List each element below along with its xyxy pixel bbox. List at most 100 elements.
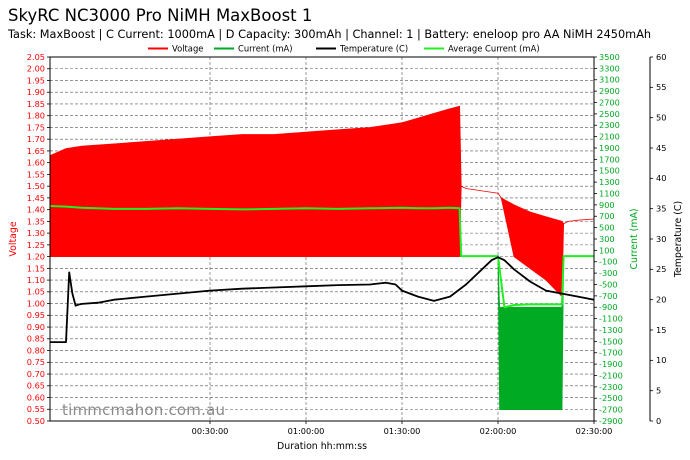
- x-tick-label: 01:30:00: [384, 426, 421, 436]
- current-tick-label: -300: [599, 268, 618, 278]
- current-tick-label: 1900: [599, 143, 620, 153]
- chart-title: SkyRC NC3000 Pro NiMH MaxBoost 1: [8, 6, 313, 25]
- voltage-tick-label: 1.20: [27, 252, 45, 262]
- voltage-tick-label: 1.15: [27, 263, 45, 273]
- voltage-tick-label: 1.85: [27, 99, 45, 109]
- voltage-tick-label: 1.40: [27, 205, 45, 215]
- legend-label-voltage: Voltage: [172, 44, 203, 54]
- current-tick-label: 2500: [599, 109, 620, 119]
- voltage-tick-label: 0.85: [27, 334, 45, 344]
- current-tick-label: 2100: [599, 132, 620, 142]
- temperature-tick-label: 0: [656, 416, 661, 426]
- voltage-tick-label: 0.80: [27, 345, 45, 355]
- temperature-tick-label: 55: [656, 82, 666, 92]
- voltage-tick-label: 1.25: [27, 240, 45, 250]
- temperature-tick-label: 35: [656, 204, 666, 214]
- voltage-tick-label: 0.60: [27, 392, 45, 402]
- voltage-tick-label: 1.10: [27, 275, 45, 285]
- voltage-tick-label: 1.65: [27, 146, 45, 156]
- voltage-tick-label: 1.05: [27, 287, 45, 297]
- voltage-tick-label: 1.35: [27, 216, 45, 226]
- current-tick-label: -1700: [599, 348, 623, 358]
- current-tick-label: 1700: [599, 154, 620, 164]
- current-tick-label: 3100: [599, 75, 620, 85]
- series-areas: [49, 105, 595, 410]
- voltage-tick-label: 0.55: [27, 404, 45, 414]
- current-tick-label: -1900: [599, 359, 623, 369]
- chart-subtitle: Task: MaxBoost | C Current: 1000mA | D C…: [8, 28, 652, 41]
- voltage-tick-label: 0.75: [27, 357, 45, 367]
- current-tick-label: -2700: [599, 405, 623, 415]
- voltage-tick-label: 0.50: [27, 416, 45, 426]
- voltage-tick-label: 1.70: [27, 134, 45, 144]
- voltage-tick-label: 0.95: [27, 310, 45, 320]
- voltage-tick-label: 1.60: [27, 158, 45, 168]
- temperature-tick-label: 40: [656, 173, 666, 183]
- legend-label-temperature-c: Temperature (C): [339, 44, 408, 54]
- voltage-tick-label: 0.65: [27, 381, 45, 391]
- current-tick-label: 900: [599, 200, 615, 210]
- current-tick-label: 2700: [599, 97, 620, 107]
- current-tick-label: 700: [599, 211, 615, 221]
- series-area-voltage: [49, 105, 595, 298]
- current-tick-label: 1100: [599, 188, 620, 198]
- current-tick-label: -500: [599, 279, 618, 289]
- current-tick-label: 3500: [599, 52, 620, 62]
- series-line-temperature-c: [50, 256, 595, 344]
- current-tick-label: -1300: [599, 325, 623, 335]
- current-tick-label: 2900: [599, 86, 620, 96]
- voltage-tick-label: 1.95: [27, 75, 45, 85]
- axis-ticks: 0.50 0.55 0.600.65 0.70 0.75 0.800.85 0.90 0.95…: [27, 52, 667, 436]
- x-tick-label: 02:00:00: [480, 426, 517, 436]
- legend-label-current-ma: Current (mA): [238, 44, 293, 54]
- current-axis-label: Current (mA): [629, 208, 640, 269]
- current-tick-label: 1500: [599, 166, 620, 176]
- voltage-tick-label: 2.05: [27, 52, 45, 62]
- current-tick-label: 100: [599, 245, 615, 255]
- legend-label-average-current-ma: Average Current (mA): [448, 44, 540, 54]
- temperature-tick-label: 50: [656, 113, 666, 123]
- watermark: timmcmahon.com.au: [62, 401, 226, 419]
- voltage-tick-label: 1.30: [27, 228, 45, 238]
- x-tick-label: 00:30:00: [192, 426, 229, 436]
- voltage-tick-label: 0.90: [27, 322, 45, 332]
- x-axis-label: Duration hh:mm:ss: [277, 441, 367, 452]
- temperature-tick-label: 45: [656, 143, 666, 153]
- temperature-tick-label: 10: [656, 355, 666, 365]
- current-tick-label: -700: [599, 291, 618, 301]
- temperature-tick-label: 25: [656, 264, 666, 274]
- temperature-tick-label: 15: [656, 325, 666, 335]
- legend: Voltage Current (mA) Temperature (C) Averag…: [148, 44, 540, 54]
- temperature-tick-label: 20: [656, 295, 666, 305]
- current-tick-label: -2100: [599, 370, 623, 380]
- voltage-axis-label: Voltage: [8, 221, 19, 256]
- x-tick-label: 01:00:00: [288, 426, 325, 436]
- temperature-tick-label: 30: [656, 234, 666, 244]
- current-tick-label: -2300: [599, 382, 623, 392]
- voltage-tick-label: 0.70: [27, 369, 45, 379]
- voltage-tick-label: 1.00: [27, 298, 45, 308]
- voltage-tick-label: 1.75: [27, 122, 45, 132]
- voltage-tick-label: 1.45: [27, 193, 45, 203]
- current-tick-label: -900: [599, 302, 618, 312]
- current-tick-label: 500: [599, 223, 615, 233]
- temperature-tick-label: 60: [656, 52, 666, 62]
- x-tick-label: 02:30:00: [576, 426, 613, 436]
- voltage-tick-label: 1.90: [27, 87, 45, 97]
- voltage-tick-label: 1.50: [27, 181, 45, 191]
- current-tick-label: -1100: [599, 314, 623, 324]
- series-lines: [49, 205, 595, 344]
- current-tick-label: -100: [599, 257, 618, 267]
- current-tick-label: -2900: [599, 416, 623, 426]
- current-tick-label: 2300: [599, 120, 620, 130]
- current-tick-label: 3300: [599, 63, 620, 73]
- temperature-axis-label: Temperature (C): [673, 201, 684, 278]
- current-tick-label: 1300: [599, 177, 620, 187]
- current-tick-label: -1500: [599, 336, 623, 346]
- series-line-average-current-ma: [49, 205, 594, 309]
- voltage-tick-label: 1.55: [27, 169, 45, 179]
- voltage-tick-label: 2.00: [27, 64, 45, 74]
- current-tick-label: -2500: [599, 393, 623, 403]
- current-tick-label: 300: [599, 234, 615, 244]
